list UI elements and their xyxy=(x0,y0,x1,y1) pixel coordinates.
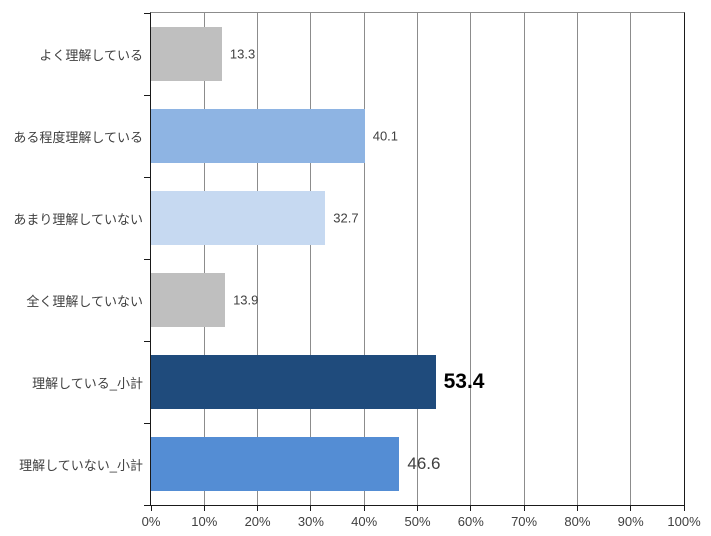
x-axis-tick-label: 50% xyxy=(404,514,431,529)
bar xyxy=(151,109,365,163)
x-axis-tick-label: 20% xyxy=(244,514,271,529)
x-axis-tick-label: 0% xyxy=(141,514,161,529)
bar xyxy=(151,437,400,491)
gridline xyxy=(203,13,205,505)
bar-value-label: 40.1 xyxy=(372,128,399,144)
gridline xyxy=(470,13,472,505)
category-axis-label: あまり理解していない xyxy=(13,211,143,227)
category-axis-tick xyxy=(144,423,150,424)
x-axis-tick xyxy=(257,506,259,511)
bar xyxy=(151,27,222,81)
gridline xyxy=(630,13,632,505)
x-axis-tick xyxy=(630,506,632,511)
category-axis-tick xyxy=(144,505,150,506)
gridline xyxy=(417,13,418,505)
category-axis-label: 全く理解していない xyxy=(26,293,143,309)
category-axis-tick xyxy=(144,259,150,260)
x-axis-tick-label: 90% xyxy=(617,514,644,529)
gridline xyxy=(576,13,578,505)
x-axis-tick xyxy=(150,506,152,511)
x-axis-tick-label: 60% xyxy=(457,514,484,529)
category-axis-tick xyxy=(144,95,150,96)
x-axis-tick xyxy=(576,506,578,511)
x-axis-tick xyxy=(363,506,365,511)
bar-value-label: 53.4 xyxy=(443,370,485,393)
gridline xyxy=(523,13,525,505)
x-axis-tick xyxy=(523,506,525,511)
bar-value-label: 46.6 xyxy=(407,454,441,473)
gridline xyxy=(363,13,365,505)
category-axis-label: ある程度理解している xyxy=(13,129,143,145)
category-axis-tick xyxy=(144,13,150,14)
category-axis-label: 理解している_小計 xyxy=(32,375,143,391)
bar-value-label: 32.7 xyxy=(333,210,359,226)
x-axis-tick-label: 10% xyxy=(191,514,218,529)
category-axis-tick xyxy=(144,341,150,342)
plot-area: 13.3 40.1 32.7 13.9 53.4 46.6 xyxy=(150,12,685,506)
gridline xyxy=(310,13,312,505)
category-axis-label: 理解していない_小計 xyxy=(19,457,143,473)
x-axis-tick xyxy=(683,506,685,511)
bar-value-label: 13.3 xyxy=(229,46,256,62)
x-axis-tick xyxy=(417,506,418,511)
gridline xyxy=(257,13,259,505)
bar xyxy=(151,191,326,245)
x-axis-tick xyxy=(310,506,312,511)
x-axis-tick-label: 100% xyxy=(667,514,701,529)
category-axis-label: よく理解している xyxy=(39,47,143,63)
category-axis-tick xyxy=(144,177,150,178)
x-axis-tick-label: 70% xyxy=(511,514,538,529)
bar xyxy=(151,355,436,409)
x-axis-tick-label: 80% xyxy=(564,514,591,529)
x-axis-tick xyxy=(470,506,472,511)
x-axis-tick xyxy=(203,506,205,511)
bar xyxy=(151,273,226,327)
x-axis-tick-label: 40% xyxy=(351,514,378,529)
bar-value-label: 13.9 xyxy=(233,292,259,308)
x-axis-tick-label: 30% xyxy=(297,514,324,529)
